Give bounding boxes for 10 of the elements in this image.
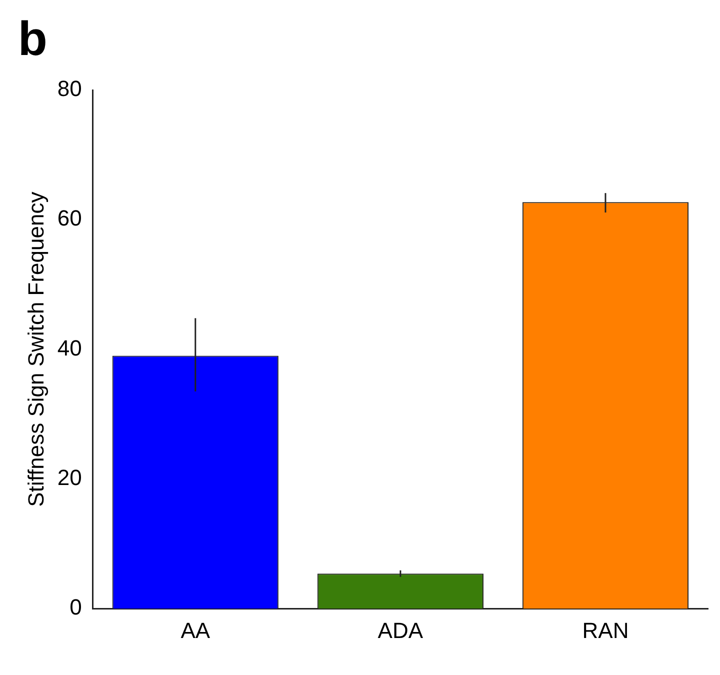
- y-tick-label: 80: [57, 76, 82, 102]
- y-tick-label: 20: [57, 465, 82, 490]
- x-tick-label: RAN: [582, 618, 629, 643]
- text: b: [18, 13, 48, 66]
- y-tick-label: 60: [57, 206, 82, 231]
- y-axis-title: Stiffness Sign Switch Frequency: [23, 192, 48, 507]
- x-tick-label: ADA: [378, 618, 424, 643]
- y-tick-label: 0: [70, 594, 82, 620]
- x-tick-label: AA: [180, 618, 210, 643]
- y-tick-label: 40: [57, 335, 82, 360]
